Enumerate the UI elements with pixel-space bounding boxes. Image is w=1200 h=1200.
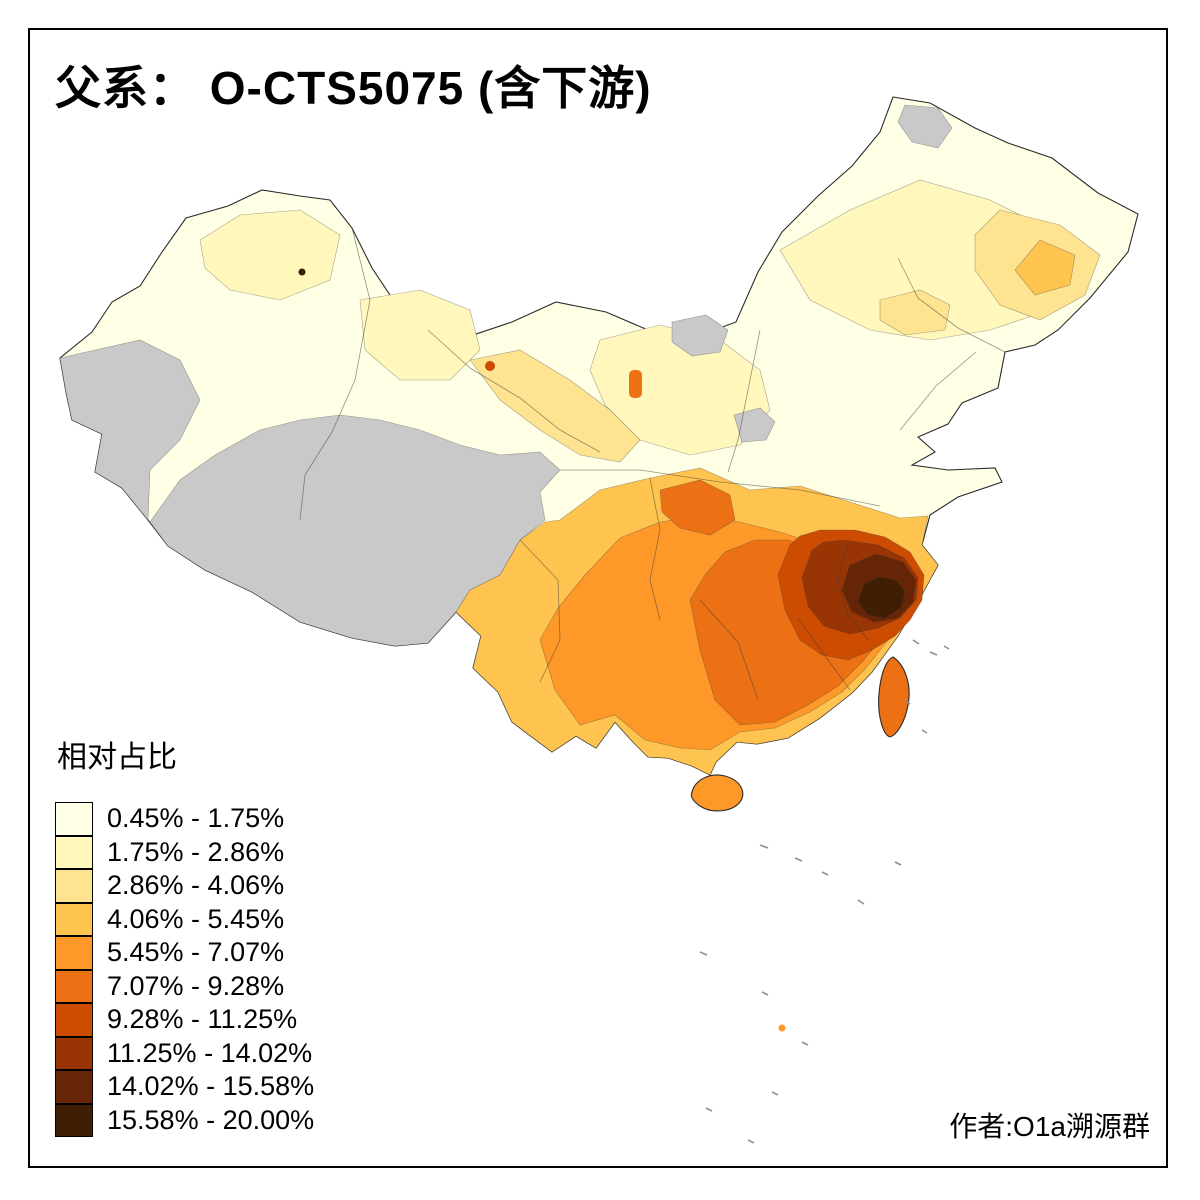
legend-item: 5.45% - 7.07% [55,936,314,970]
region-hexi-corridor [469,349,641,463]
legend-item: 0.45% - 1.75% [55,802,314,836]
region-northeast-mid [1014,239,1076,296]
sea-islands-specks [699,639,950,1144]
legend-item: 2.86% - 4.06% [55,869,314,903]
legend-item: 11.25% - 14.02% [55,1036,314,1070]
legend-swatch [55,835,93,869]
legend-items: 0.45% - 1.75% 1.75% - 2.86% 2.86% - 4.06% 4… [55,802,314,1137]
legend-swatch [55,936,93,970]
legend-item: 15.58% - 20.00% [55,1103,315,1137]
legend-swatch [55,1003,93,1037]
region-inner-mongolia-no-data-west [671,314,729,357]
page-title: 父系： O-CTS5075 (含下游) [55,62,652,114]
region-gansu-spot [485,361,495,371]
province-borders [299,227,1006,701]
region-zhejiang-core-darkest [857,576,906,619]
legend-label: 7.07% - 9.28% [107,970,285,1001]
legend-title: 相对占比 [57,741,177,774]
legend-label: 14.02% - 15.58% [107,1071,315,1102]
legend-swatch [55,1103,93,1137]
legend-item: 4.06% - 5.45% [55,902,314,936]
legend-swatch [55,869,93,903]
legend-swatch [55,969,93,1003]
legend-label: 15.58% - 20.00% [107,1104,315,1135]
region-xinjiang-spot [298,268,306,276]
legend-swatch [55,902,93,936]
legend-label: 5.45% - 7.07% [107,937,285,968]
legend-label: 1.75% - 2.86% [107,836,285,867]
region-hainan [690,774,744,812]
legend-label: 2.86% - 4.06% [107,870,285,901]
region-ningxia-spot [629,370,642,398]
author-credit: 作者:O1a溯源群 [949,1111,1150,1142]
region-taiwan [878,656,910,738]
region-hubei-west-strong [659,479,736,536]
legend-swatch [55,1070,93,1104]
region-northeast-light [879,209,1101,336]
legend-item: 7.07% - 9.28% [55,969,314,1003]
legend-item: 1.75% - 2.86% [55,835,314,869]
region-tibet-no-data [149,414,561,647]
legend-item: 14.02% - 15.58% [55,1070,314,1104]
region-pratas-spot [778,1024,786,1032]
region-northeast-top-no-data [897,104,953,149]
legend-swatch [55,802,93,836]
legend-label: 0.45% - 1.75% [107,803,285,834]
legend-label: 4.06% - 5.45% [107,903,285,934]
legend-label: 11.25% - 14.02% [107,1037,313,1068]
page-border [28,28,1168,1168]
legend: 相对占比 0.45% - 1.75% 1.75% - 2.86% 2.86% - 4… [55,732,314,1137]
region-west-xinjiang-no-data [59,339,201,521]
legend-item: 9.28% - 11.25% [55,1003,314,1037]
legend-swatch [55,1036,93,1070]
region-inner-mongolia-no-data-east [733,407,776,443]
legend-label: 9.28% - 11.25% [107,1004,298,1035]
